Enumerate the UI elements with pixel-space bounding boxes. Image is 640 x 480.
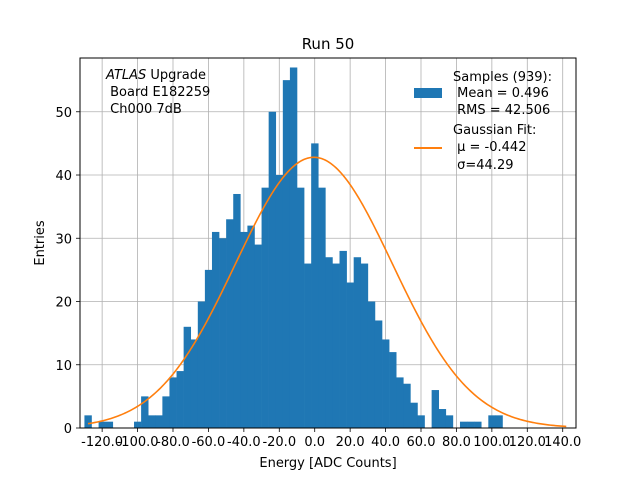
x-tick-label: -120.0 <box>81 435 123 450</box>
histogram-bar <box>211 231 220 428</box>
histogram-bar <box>403 383 411 428</box>
histogram-bar <box>474 421 482 428</box>
y-tick-label: 0 <box>64 422 72 437</box>
legend-fit-sigma: σ=44.29 <box>453 158 513 173</box>
x-axis-ticks: -120.0-100.0-80.0 -60.0 -40.0 -20.0 0.0 20.0 4… <box>81 428 581 450</box>
histogram-bar <box>495 415 503 428</box>
histogram-bar <box>374 320 383 428</box>
x-tick-label: -40.0 <box>227 435 261 450</box>
x-tick-label: -60.0 <box>192 435 226 450</box>
gaussian-fit <box>87 156 567 428</box>
histogram-bar <box>459 421 468 428</box>
histogram-bar <box>332 263 340 428</box>
histogram-bar <box>268 111 277 428</box>
annotation-board: Board E182259 <box>106 85 210 100</box>
histogram-bar <box>105 421 114 428</box>
histogram-bar <box>176 371 184 428</box>
histogram-bar <box>396 377 404 428</box>
y-axis-ticks: 0 10 20 30 40 50 <box>55 106 80 437</box>
annotation-channel: Ch000 7dB <box>106 102 182 117</box>
histogram-bar <box>190 339 199 428</box>
histogram-bar <box>275 175 284 428</box>
histogram-bar <box>197 301 206 428</box>
plot-frame <box>79 57 577 429</box>
histogram-bar <box>134 421 142 428</box>
histogram-bar <box>226 219 234 428</box>
histogram-bar <box>148 415 156 428</box>
histogram-bar <box>183 326 192 428</box>
histogram-bar <box>311 143 319 428</box>
histogram-bar <box>353 257 362 428</box>
x-tick-label: -20.0 <box>262 435 296 450</box>
histogram-bar <box>247 225 255 428</box>
histogram-bar <box>382 339 390 428</box>
histogram-bars <box>84 67 503 428</box>
x-tick-label: 100.0 <box>473 435 510 450</box>
histogram-bar <box>261 187 269 428</box>
y-tick-label: 30 <box>55 232 72 247</box>
histogram-bar <box>438 409 447 428</box>
histogram-bar <box>431 390 440 428</box>
histogram-bar <box>297 187 305 428</box>
annotation-upgrade: Upgrade <box>146 68 206 83</box>
y-tick-label: 10 <box>55 359 72 374</box>
histogram-bar <box>233 193 241 428</box>
histogram-bar <box>304 263 312 428</box>
histogram-bar <box>204 269 213 428</box>
y-tick-label: 50 <box>55 106 72 121</box>
histogram-bar <box>389 352 397 428</box>
histogram-bar <box>318 187 326 428</box>
x-axis-label: Energy [ADC Counts] <box>259 456 396 471</box>
histogram-bar <box>445 415 454 428</box>
y-tick-label: 20 <box>55 296 72 311</box>
legend-samples-swatch <box>414 88 442 98</box>
histogram-bar <box>417 415 425 428</box>
histogram-bar <box>141 396 149 428</box>
histogram-bar <box>282 80 291 428</box>
histogram-bar <box>410 402 418 428</box>
x-tick-label: 60.0 <box>407 435 436 450</box>
x-tick-label: 80.0 <box>442 435 471 450</box>
legend-samples-mean: Mean = 0.496 <box>453 86 549 101</box>
x-tick-label: 40.0 <box>371 435 400 450</box>
histogram-bar <box>155 415 163 428</box>
histogram-bar <box>219 238 227 428</box>
legend-fit-label: Gaussian Fit: <box>453 123 536 138</box>
histogram-bar <box>339 250 347 428</box>
chart-title: Run 50 <box>302 35 355 53</box>
x-tick-label: 20.0 <box>336 435 365 450</box>
histogram-bar <box>360 263 369 428</box>
histogram-bar <box>254 244 262 428</box>
x-tick-label: 120.0 <box>509 435 546 450</box>
legend-samples-rms: RMS = 42.506 <box>453 103 550 118</box>
histogram-bar <box>162 396 170 428</box>
histogram-bar <box>467 421 475 428</box>
annotation-atlas: ATLAS <box>105 68 146 83</box>
histogram-bar <box>98 421 106 428</box>
atlas-annotation: ATLAS Upgrade Board E182259 Ch000 7dB <box>105 68 210 117</box>
y-tick-label: 40 <box>55 169 72 184</box>
histogram-bar <box>289 67 298 428</box>
gaussian-fit-line <box>87 156 567 428</box>
x-tick-label: 0.0 <box>304 435 325 450</box>
histogram-bar <box>367 301 376 428</box>
legend-samples-label: Samples (939): <box>453 70 552 85</box>
histogram-bar <box>346 282 354 428</box>
legend: Samples (939): Mean = 0.496 RMS = 42.506… <box>414 70 552 173</box>
histogram-bar <box>169 377 177 428</box>
x-tick-label: -100.0 <box>117 435 159 450</box>
annotation-line-1: ATLAS Upgrade <box>105 68 206 83</box>
x-tick-label: -80.0 <box>156 435 190 450</box>
histogram-bar <box>240 231 248 428</box>
x-tick-label: 140.0 <box>544 435 581 450</box>
legend-fit-mu: μ = -0.442 <box>453 140 526 155</box>
histogram-bar <box>488 415 496 428</box>
histogram-bar <box>84 415 92 428</box>
y-axis-label: Entries <box>33 220 48 266</box>
histogram-bar <box>325 257 333 428</box>
